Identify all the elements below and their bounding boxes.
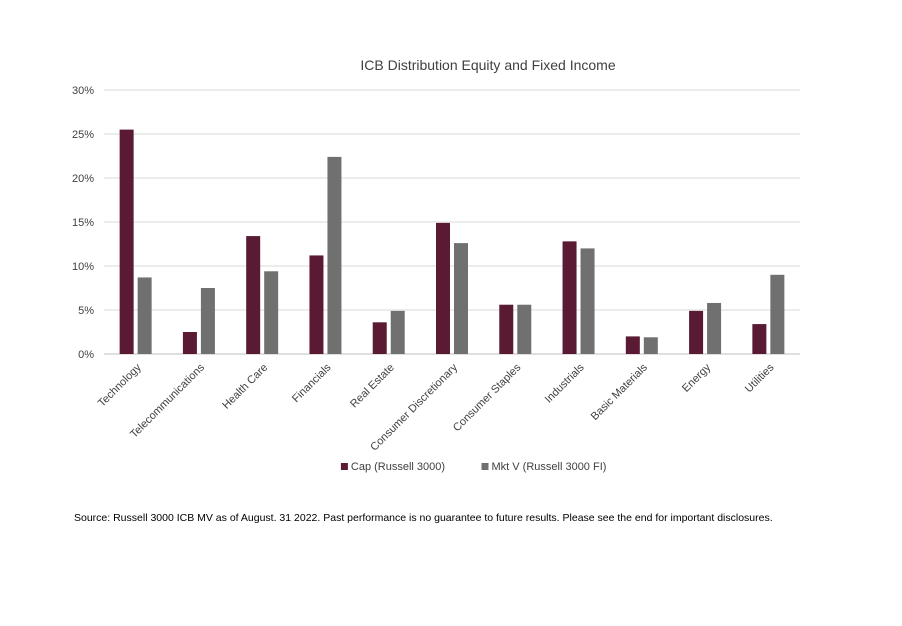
y-tick-label: 10% xyxy=(72,261,94,273)
y-tick-label: 20% xyxy=(72,173,94,185)
bar-cap xyxy=(752,324,767,354)
bar-mktv xyxy=(643,337,658,354)
chart-area: ICB Distribution Equity and Fixed Income… xyxy=(72,57,800,473)
x-tick-label: Basic Materials xyxy=(589,361,651,423)
bar-mktv xyxy=(770,274,785,354)
bar-cap xyxy=(625,336,640,354)
bar-chart: ICB Distribution Equity and Fixed Income… xyxy=(72,57,800,473)
bar-mktv xyxy=(454,243,468,354)
bar-mktv xyxy=(200,288,215,354)
bar-mktv xyxy=(580,248,595,354)
bar-mktv xyxy=(327,156,342,354)
bar-mktv xyxy=(517,304,532,354)
legend-swatch xyxy=(340,463,348,470)
legend-swatch xyxy=(481,463,489,470)
legend-label: Mkt V (Russell 3000 FI) xyxy=(492,461,607,473)
x-tick-label: Utilities xyxy=(743,361,777,395)
bar-cap xyxy=(119,129,134,354)
bar-cap xyxy=(372,322,387,354)
bar-mktv xyxy=(707,302,722,354)
x-tick-label: Energy xyxy=(680,361,713,394)
x-tick-label: Technology xyxy=(96,361,144,409)
chart-title: ICB Distribution Equity and Fixed Income xyxy=(360,57,615,73)
bar-cap xyxy=(309,255,324,354)
y-tick-label: 0% xyxy=(78,349,94,361)
legend-label: Cap (Russell 3000) xyxy=(351,461,445,473)
bar-cap xyxy=(562,241,577,354)
x-tick-label: Industrials xyxy=(543,361,587,405)
y-tick-label: 25% xyxy=(72,129,94,141)
bar-cap xyxy=(246,236,261,354)
bar-mktv xyxy=(390,310,405,354)
x-tick-label: Consumer Staples xyxy=(451,361,524,434)
bar-cap xyxy=(182,332,197,354)
y-tick-label: 30% xyxy=(72,85,94,97)
bar-mktv xyxy=(137,277,152,354)
x-tick-label: Health Care xyxy=(220,362,270,412)
x-tick-label: Real Estate xyxy=(348,362,397,411)
bar-cap xyxy=(436,222,450,354)
bar-mktv xyxy=(264,271,279,354)
y-tick-label: 15% xyxy=(72,217,94,229)
y-tick-label: 5% xyxy=(78,305,94,317)
x-tick-label: Financials xyxy=(290,361,334,405)
bar-cap xyxy=(499,304,514,354)
source-footnote: Source: Russell 3000 ICB MV as of August… xyxy=(74,512,773,524)
bar-cap xyxy=(689,310,704,354)
